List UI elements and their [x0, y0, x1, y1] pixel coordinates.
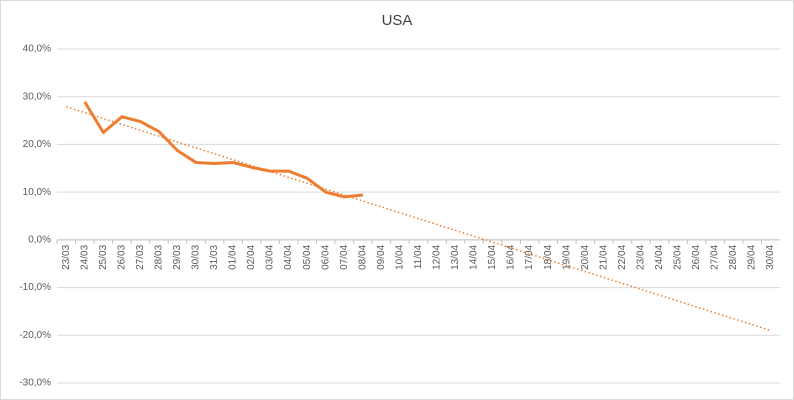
x-tick-label: 27/04 [710, 244, 721, 269]
x-tick-label: 13/04 [450, 244, 461, 269]
x-tick-label: 23/04 [635, 244, 646, 269]
x-tick-label: 17/04 [524, 244, 535, 269]
x-tick-label: 09/04 [376, 244, 387, 269]
x-tick-label: 24/04 [654, 244, 665, 269]
x-tick-label: 19/04 [561, 244, 572, 269]
x-tick-label: 27/03 [135, 244, 146, 269]
y-tick-label: -10,0% [19, 282, 51, 293]
y-tick-label: -20,0% [19, 330, 51, 341]
y-tick-label: 0,0% [28, 234, 51, 245]
x-tick-label: 07/04 [339, 244, 350, 269]
x-tick-label: 25/03 [98, 244, 109, 269]
x-tick-label: 21/04 [598, 244, 609, 269]
y-tick-label: -30,0% [19, 378, 51, 389]
y-tick-label: 30,0% [23, 91, 51, 102]
y-tick-label: 40,0% [23, 44, 51, 55]
x-tick-label: 25/04 [673, 244, 684, 269]
x-tick-label: 03/04 [265, 244, 276, 269]
x-tick-label: 22/04 [617, 244, 628, 269]
x-tick-label: 01/04 [228, 244, 239, 269]
y-tick-label: 10,0% [23, 187, 51, 198]
x-tick-label: 20/04 [580, 244, 591, 269]
data-line [83, 101, 364, 199]
x-tick-label: 30/04 [765, 244, 776, 269]
x-tick-label: 04/04 [283, 244, 294, 269]
x-tick-label: 29/03 [172, 244, 183, 269]
y-tick-label: 20,0% [23, 139, 51, 150]
x-tick-label: 05/04 [302, 244, 313, 269]
x-tick-label: 29/04 [747, 244, 758, 269]
x-tick-label: 06/04 [320, 244, 331, 269]
x-tick-label: 10/04 [394, 244, 405, 269]
x-tick-label: 18/04 [543, 244, 554, 269]
x-tick-label: 12/04 [432, 244, 443, 269]
chart-title: USA [382, 12, 413, 29]
x-tick-label: 26/04 [691, 244, 702, 269]
x-tick-label: 26/03 [116, 244, 127, 269]
x-tick-label: 28/03 [153, 244, 164, 269]
x-tick-label: 23/03 [61, 244, 72, 269]
x-tick-label: 02/04 [246, 244, 257, 269]
x-tick-label: 28/04 [728, 244, 739, 269]
x-tick-label: 11/04 [413, 244, 424, 269]
x-tick-label: 16/04 [506, 244, 517, 269]
x-tick-label: 08/04 [357, 244, 368, 269]
x-tick-label: 15/04 [487, 244, 498, 269]
x-tick-label: 31/03 [209, 244, 220, 269]
x-tick-label: 30/03 [191, 244, 202, 269]
x-tick-label: 14/04 [469, 244, 480, 269]
x-tick-label: 24/03 [79, 244, 90, 269]
